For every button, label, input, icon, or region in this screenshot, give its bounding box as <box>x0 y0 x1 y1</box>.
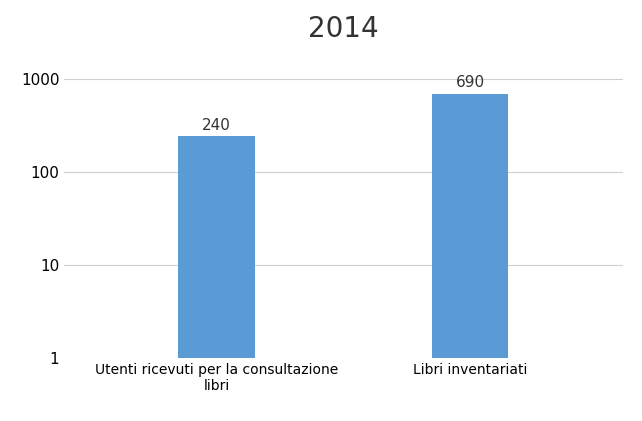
Bar <box>178 136 255 421</box>
Text: 690: 690 <box>456 75 485 91</box>
Bar <box>432 93 508 421</box>
Text: 240: 240 <box>202 118 231 133</box>
Title: 2014: 2014 <box>308 15 379 43</box>
